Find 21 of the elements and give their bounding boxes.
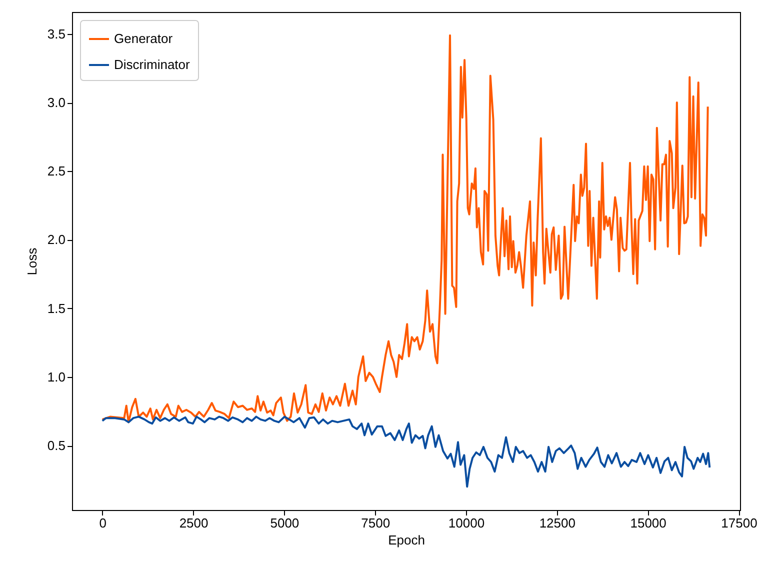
y-tick-label: 2.5 [47, 164, 66, 179]
y-tick-label: 3.0 [47, 95, 66, 110]
x-tick-label: 5000 [270, 516, 300, 530]
x-tick-label: 10000 [448, 516, 485, 530]
x-tick-label: 12500 [539, 516, 576, 530]
line-series [101, 416, 711, 488]
y-tick-label: 1.0 [47, 369, 66, 384]
line-series [101, 34, 709, 424]
x-tick-label: 0 [99, 516, 106, 530]
y-axis-title: Loss [24, 247, 40, 276]
y-tick-label: 3.5 [47, 26, 66, 42]
x-tick-label: 7500 [361, 516, 390, 530]
x-axis-title: Epoch [388, 532, 425, 548]
x-tick-label: 17500 [721, 516, 758, 530]
y-tick-label: 1.5 [47, 300, 66, 316]
legend-label: Generator [114, 31, 174, 46]
y-tick-label: 2.0 [47, 232, 66, 248]
x-tick-label: 15000 [630, 516, 666, 530]
legend-label: Discriminator [114, 57, 191, 72]
x-tick-label: 2500 [179, 516, 208, 530]
y-tick-label: 0.5 [47, 438, 66, 454]
